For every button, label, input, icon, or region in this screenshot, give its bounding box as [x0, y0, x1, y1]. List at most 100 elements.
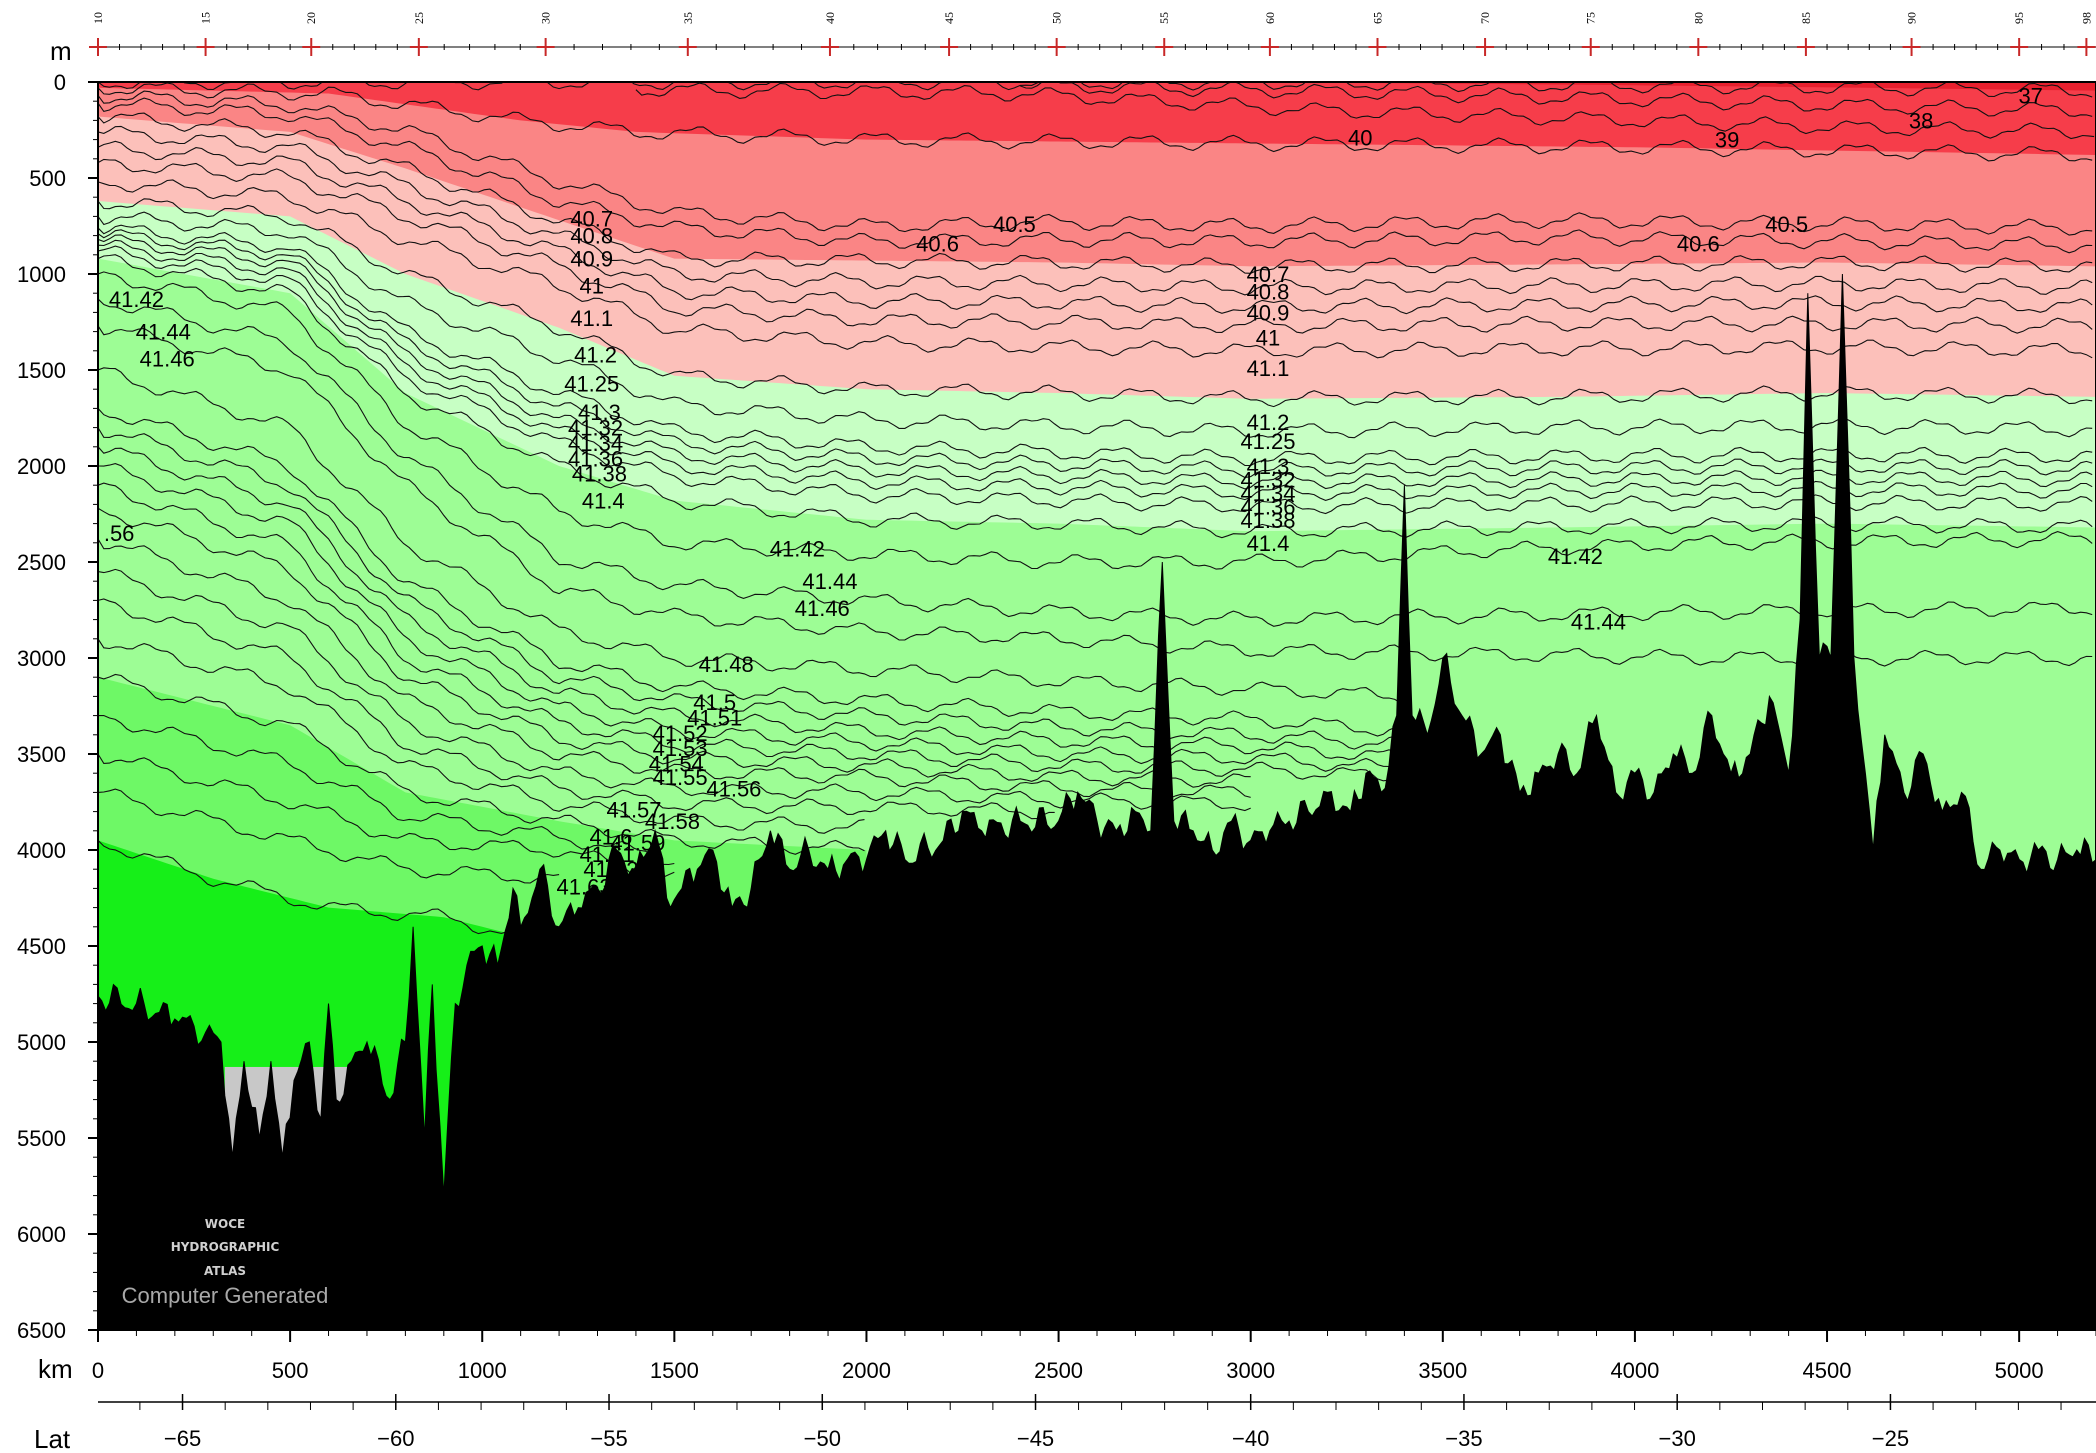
depth-tick-label: 6500 [17, 1318, 66, 1343]
contour-label: 41.32 [1240, 467, 1295, 492]
contour-label: 41.61 [580, 842, 635, 867]
contour-line [98, 482, 1401, 784]
contour-label: 40.8 [1247, 279, 1290, 304]
distance-tick-label: 0 [92, 1358, 104, 1383]
watermark-atlas: ATLAS [204, 1264, 246, 1278]
latitude-tick-label: −60 [377, 1426, 414, 1451]
contour-label: 40.6 [916, 231, 959, 256]
contour-line [98, 840, 519, 935]
contour-label: 41.6 [590, 825, 633, 850]
contour-label: 41.62 [583, 857, 638, 882]
contour-label: 41.3 [578, 400, 621, 425]
contour-label: 41.54 [649, 752, 704, 777]
station-label: 80 [1691, 12, 1705, 24]
contour-label: 41.64 [564, 932, 619, 957]
contour-label: 41.25 [1240, 429, 1295, 454]
contour-label: 41.34 [1240, 481, 1295, 506]
station-label: 35 [681, 12, 695, 24]
contour-label: 41.32 [568, 416, 623, 441]
distance-tick-label: 3500 [1418, 1358, 1467, 1383]
contour-label: 41.44 [1571, 610, 1626, 635]
station-label: 15 [199, 12, 213, 24]
station-label: 55 [1157, 12, 1171, 24]
contour-label: .56 [104, 521, 135, 546]
contour-line [98, 568, 1251, 812]
contour-line [98, 446, 1401, 760]
station-label: 40 [823, 12, 837, 24]
contour-line [98, 179, 2093, 359]
station-label: 20 [304, 12, 318, 24]
latitude-tick-label: −55 [590, 1426, 627, 1451]
contour-label: 41.4 [582, 489, 625, 514]
contour-line [98, 229, 2093, 479]
woce-watermark: WOCE HYDROGRAPHIC ATLAS Computer Generat… [122, 1217, 329, 1308]
contour-label: 41.42 [770, 537, 825, 562]
contour-label: 40.9 [570, 247, 613, 272]
contour-line [98, 82, 2093, 162]
contour-label: 37 [2018, 83, 2042, 108]
latitude-tick-label: −50 [804, 1426, 841, 1451]
watermark-hydrographic: HYDROGRAPHIC [171, 1240, 280, 1254]
depth-unit-label: m [50, 36, 72, 66]
latitude-tick-label: −30 [1659, 1426, 1696, 1451]
contour-line [98, 211, 2093, 439]
distance-tick-label: 3000 [1226, 1358, 1275, 1383]
depth-tick-label: 5000 [17, 1030, 66, 1055]
contour-label: 41.57 [606, 798, 661, 823]
watermark-woce: WOCE [205, 1217, 245, 1231]
contour-line [635, 82, 2095, 140]
contour-label: 40.7 [1247, 262, 1290, 287]
station-label: 45 [942, 12, 956, 24]
contour-label: 41.2 [574, 343, 617, 368]
contour-label: 41.58 [645, 809, 700, 834]
latitude-tick-label: −25 [1872, 1426, 1909, 1451]
station-label: 10 [91, 12, 105, 24]
contour-lines [98, 82, 2095, 935]
depth-tick-label: 2000 [17, 454, 66, 479]
distance-tick-label: 1500 [650, 1358, 699, 1383]
contour-line [98, 254, 2093, 539]
contour-label: 41 [1256, 325, 1280, 350]
depth-tick-label: 3000 [17, 646, 66, 671]
depth-tick-label: 1000 [17, 262, 66, 287]
contour-label: 41.44 [136, 320, 191, 345]
distance-tick-label: 500 [272, 1358, 309, 1383]
depth-tick-label: 1500 [17, 358, 66, 383]
station-axis: 10 15 20 25 30 35 40 45 50 55 60 65 70 75 80 85 90 95 98 [89, 12, 2096, 56]
contour-label: 40.5 [993, 212, 1036, 237]
contour-label: 40 [1348, 126, 1372, 151]
contour-label: 41.56 [706, 777, 761, 802]
contour-label: 41.46 [140, 346, 195, 371]
contour-line [98, 158, 2093, 334]
contour-line [98, 538, 1251, 799]
contour-line [98, 198, 2093, 408]
station-label: 50 [1050, 12, 1064, 24]
latitude-tick-label: −40 [1232, 1426, 1269, 1451]
contour-label: 41.3 [1247, 454, 1290, 479]
contour-label: 41.1 [570, 306, 613, 331]
distance-unit-label: km [38, 1354, 73, 1384]
bottom-profile [98, 273, 2096, 1330]
contour-line [98, 112, 2093, 274]
contour-line [98, 673, 865, 855]
contour-line [98, 408, 1401, 737]
latitude-axis: −65 −60 −55 −50 −45 −40 −35 −30 −25 [98, 1394, 2096, 1451]
station-label: 75 [1584, 12, 1598, 24]
contour-line [98, 714, 675, 866]
contour-label: 41.4 [1247, 531, 1290, 556]
contour-label: 38 [1909, 108, 1933, 133]
contour-label: 41.52 [653, 721, 708, 746]
contour-line [98, 90, 2093, 236]
contour-label: 41.1 [1247, 356, 1290, 381]
contour-label: 40.5 [1765, 212, 1808, 237]
contour-label: 41.38 [572, 462, 627, 487]
distance-axis: 0 500 1000 1500 2000 2500 3000 3500 4000 4500 5000 [92, 1329, 2096, 1383]
contour-label: 41.5 [693, 690, 736, 715]
contour-line [98, 140, 2093, 315]
distance-tick-label: 2500 [1034, 1358, 1083, 1383]
distance-tick-label: 4500 [1803, 1358, 1852, 1383]
contour-line [98, 271, 2093, 570]
contour-label: 41.63 [557, 874, 612, 899]
depth-tick-label: 3500 [17, 742, 66, 767]
contour-label: 41.25 [564, 371, 619, 396]
